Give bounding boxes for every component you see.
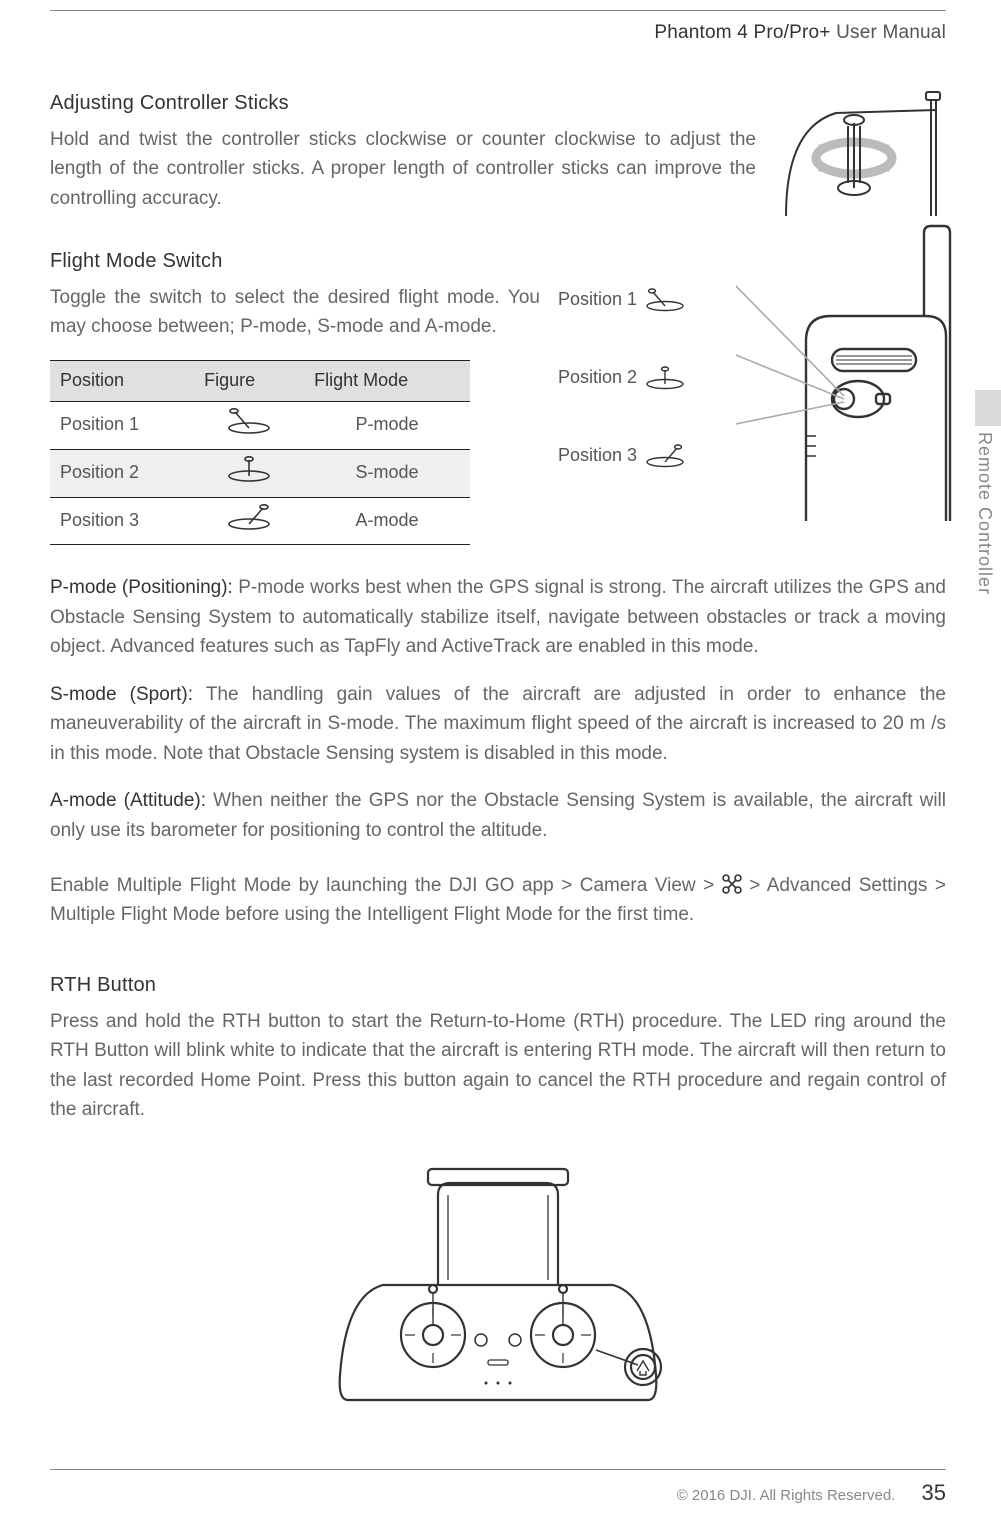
- diagram-label-pos3: Position 3: [558, 442, 687, 470]
- cell-mode: A-mode: [304, 497, 470, 545]
- cell-position: Position 3: [50, 497, 194, 545]
- a-mode-desc: A-mode (Attitude): When neither the GPS …: [50, 786, 946, 845]
- lever-mid-icon: [225, 456, 273, 482]
- aircraft-settings-icon: [722, 874, 742, 894]
- table-row: Position 2 S-mode: [50, 449, 470, 497]
- cell-position: Position 1: [50, 401, 194, 449]
- lever-right-icon: [225, 504, 273, 530]
- rth-body: Press and hold the RTH button to start t…: [50, 1007, 946, 1125]
- table-col-position: Position: [50, 360, 194, 401]
- controller-stick-illustration: [776, 88, 946, 218]
- lever-left-icon: [643, 288, 687, 312]
- footer: © 2016 DJI. All Rights Reserved. 35: [677, 1476, 946, 1510]
- side-tab: [975, 390, 1001, 426]
- doc-title-bold: Phantom 4 Pro/Pro+: [654, 22, 830, 43]
- fms-body: Toggle the switch to select the desired …: [50, 283, 540, 342]
- adjust-heading: Adjusting Controller Sticks: [50, 88, 756, 119]
- table-row: Position 1 P-mode: [50, 401, 470, 449]
- diagram-label-pos2: Position 2: [558, 364, 687, 392]
- cell-position: Position 2: [50, 449, 194, 497]
- rth-heading: RTH Button: [50, 970, 946, 1001]
- controller-side-illustration: [736, 221, 956, 531]
- p-mode-desc: P-mode (Positioning): P-mode works best …: [50, 573, 946, 661]
- doc-title: Phantom 4 Pro/Pro+ User Manual: [654, 18, 946, 47]
- table-col-figure: Figure: [194, 360, 304, 401]
- enable-flight-mode-text: Enable Multiple Flight Mode by launching…: [50, 871, 946, 930]
- table-row: Position 3 A-mode: [50, 497, 470, 545]
- s-mode-desc: S-mode (Sport): The handling gain values…: [50, 680, 946, 768]
- cell-mode: P-mode: [304, 401, 470, 449]
- copyright: © 2016 DJI. All Rights Reserved.: [677, 1487, 896, 1504]
- cell-mode: S-mode: [304, 449, 470, 497]
- table-col-mode: Flight Mode: [304, 360, 470, 401]
- adjust-body: Hold and twist the controller sticks clo…: [50, 125, 756, 213]
- side-label: Remote Controller: [970, 432, 998, 595]
- doc-title-rest: User Manual: [831, 22, 946, 43]
- controller-front-illustration: [328, 1165, 668, 1425]
- lever-left-icon: [225, 408, 273, 434]
- lever-mid-icon: [643, 366, 687, 390]
- lever-right-icon: [643, 444, 687, 468]
- diagram-label-pos1: Position 1: [558, 286, 687, 314]
- flight-mode-table: Position Figure Flight Mode Position 1 P…: [50, 360, 470, 546]
- fms-heading: Flight Mode Switch: [50, 246, 540, 277]
- page-number: 35: [922, 1480, 946, 1505]
